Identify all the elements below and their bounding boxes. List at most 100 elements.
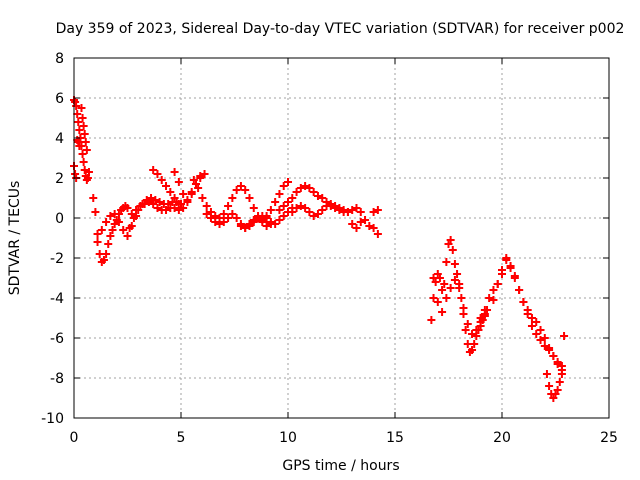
y-tick-label: 6 — [55, 91, 64, 107]
y-tick-label: 0 — [55, 211, 64, 227]
y-tick-label: 2 — [55, 171, 64, 187]
data-point — [553, 358, 562, 366]
data-point — [245, 194, 254, 202]
data-point — [527, 314, 536, 322]
data-point — [279, 202, 288, 210]
data-point — [309, 212, 318, 220]
data-point — [498, 266, 506, 274]
data-point — [523, 306, 532, 314]
data-point — [476, 314, 485, 322]
data-point — [459, 304, 468, 312]
data-point — [309, 188, 318, 196]
data-point — [132, 206, 141, 214]
data-point — [527, 322, 536, 330]
x-tick-label: 15 — [386, 430, 404, 446]
data-point — [326, 200, 335, 208]
data-point — [200, 170, 209, 178]
y-tick-label: -2 — [50, 251, 64, 267]
x-axis-label: GPS time / hours — [282, 458, 399, 474]
data-point — [361, 216, 370, 224]
data-point — [144, 198, 153, 206]
data-point — [275, 206, 284, 214]
data-point — [80, 130, 89, 138]
data-point — [553, 386, 562, 394]
data-point — [106, 212, 115, 220]
data-point — [313, 192, 322, 200]
data-point — [73, 110, 82, 118]
data-point — [502, 254, 511, 262]
data-point — [545, 382, 554, 390]
x-tick-label: 5 — [177, 430, 186, 446]
data-point — [485, 294, 494, 302]
data-point — [93, 230, 102, 238]
data-point — [373, 206, 382, 214]
data-point — [262, 214, 271, 222]
data-point — [275, 216, 284, 224]
data-point — [81, 138, 90, 146]
data-point — [331, 202, 340, 210]
data-point — [532, 318, 541, 326]
data-point — [108, 226, 117, 234]
data-point — [510, 274, 519, 282]
data-point — [106, 232, 115, 240]
data-point — [236, 222, 245, 230]
data-point — [296, 184, 305, 192]
data-point — [249, 204, 258, 212]
data-point — [288, 208, 297, 216]
data-point — [125, 224, 134, 232]
data-point — [140, 200, 149, 208]
data-point — [236, 182, 245, 190]
data-point — [339, 206, 348, 214]
data-point — [549, 352, 558, 360]
data-point — [429, 274, 438, 282]
data-point — [102, 250, 111, 258]
data-point — [189, 176, 198, 184]
data-point — [153, 170, 162, 178]
data-point — [198, 194, 207, 202]
data-point — [292, 204, 301, 212]
data-point — [155, 198, 164, 206]
data-point — [369, 208, 378, 216]
data-point — [438, 286, 447, 294]
data-point — [335, 204, 344, 212]
data-point — [301, 182, 310, 190]
data-point — [206, 214, 215, 222]
data-point — [224, 214, 233, 222]
data-point — [348, 220, 357, 228]
data-point — [313, 210, 322, 218]
data-point — [97, 226, 106, 234]
data-point — [89, 194, 98, 202]
data-point — [557, 362, 566, 370]
data-point — [187, 190, 196, 198]
data-point — [83, 174, 92, 182]
data-point — [365, 222, 374, 230]
data-point — [202, 210, 211, 218]
data-point — [540, 334, 549, 342]
data-point — [427, 316, 436, 324]
data-point — [348, 206, 357, 214]
data-point — [545, 344, 554, 352]
data-point — [127, 210, 136, 218]
data-point — [489, 296, 498, 304]
y-tick-label: -6 — [50, 331, 64, 347]
data-point — [170, 194, 179, 202]
data-point — [440, 280, 449, 288]
data-point — [352, 224, 361, 232]
data-point — [75, 142, 84, 150]
data-point — [284, 198, 292, 206]
data-point — [123, 204, 132, 212]
data-point — [254, 214, 263, 222]
y-tick-label: -4 — [50, 291, 64, 307]
data-point — [99, 256, 108, 264]
y-tick-label: -10 — [41, 411, 64, 427]
data-point — [480, 306, 489, 314]
data-point — [301, 204, 310, 212]
data-point — [470, 340, 479, 348]
data-point — [318, 194, 327, 202]
data-point — [540, 342, 549, 350]
data-point — [149, 200, 158, 208]
data-point — [215, 220, 224, 228]
data-point — [78, 150, 87, 158]
data-point — [468, 346, 477, 354]
data-point — [343, 208, 352, 216]
